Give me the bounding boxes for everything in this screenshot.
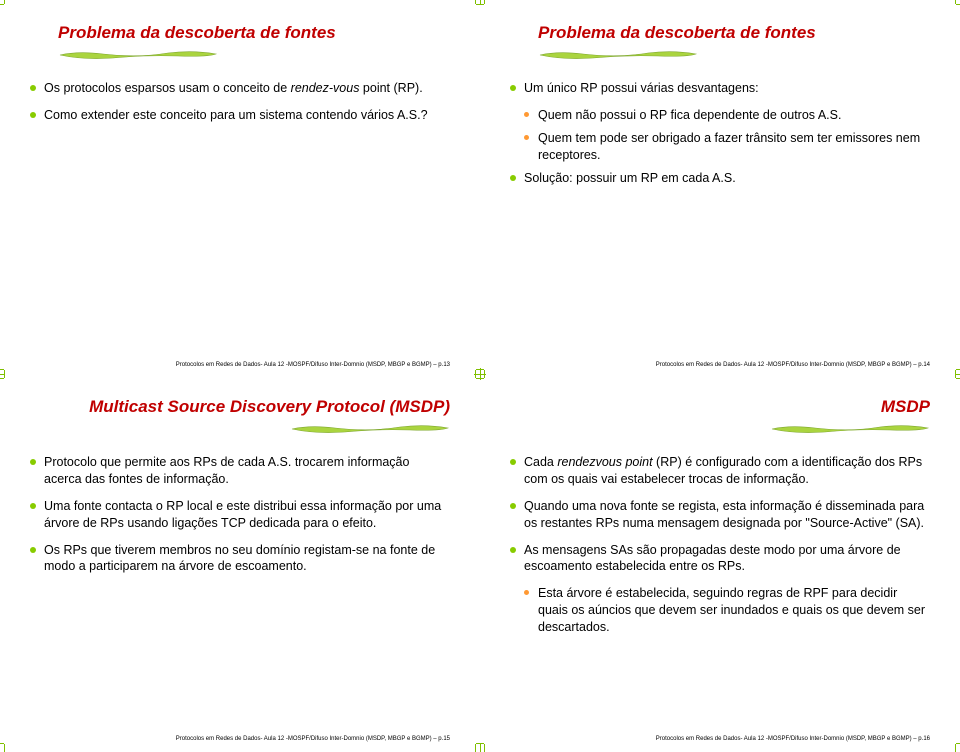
crop-mark-br xyxy=(946,360,956,370)
slide-body: Um único RP possui várias desvantagens: Q… xyxy=(510,80,930,186)
title-block: Problema da descoberta de fontes xyxy=(58,22,450,60)
center-crop-mark xyxy=(474,368,486,380)
crop-mid-left xyxy=(0,374,4,375)
slide-4: MSDP Cada rendezvous point (RP) é config… xyxy=(480,374,960,748)
crop-mark-tl xyxy=(484,4,494,14)
bullet-level-2: Esta árvore é estabelecida, seguindo reg… xyxy=(510,585,930,636)
bullet-level-1: Como extender este conceito para um sist… xyxy=(30,107,450,124)
crop-mark-bl xyxy=(4,734,14,744)
bullet-level-1: Cada rendezvous point (RP) é configurado… xyxy=(510,454,930,488)
bullet-level-2: Quem tem pode ser obrigado a fazer trâns… xyxy=(510,130,930,164)
title-block: Multicast Source Discovery Protocol (MSD… xyxy=(58,396,450,434)
slide-2: Problema da descoberta de fontes Um únic… xyxy=(480,0,960,374)
title-block: Problema da descoberta de fontes xyxy=(538,22,930,60)
slide-title: Problema da descoberta de fontes xyxy=(538,22,930,44)
title-underline xyxy=(538,50,698,60)
title-block: MSDP xyxy=(538,396,930,434)
crop-mark-tr xyxy=(946,4,956,14)
slide-title: MSDP xyxy=(538,396,930,418)
slide-body: Cada rendezvous point (RP) é configurado… xyxy=(510,454,930,636)
crop-mark-br xyxy=(946,734,956,744)
crop-mid-top xyxy=(480,0,481,4)
slide-3: Multicast Source Discovery Protocol (MSD… xyxy=(0,374,480,748)
title-underline xyxy=(290,424,450,434)
bullet-level-1: Os RPs que tiverem membros no seu domíni… xyxy=(30,542,450,576)
crop-mark-br xyxy=(466,734,476,744)
bullet-level-1: Protocolo que permite aos RPs de cada A.… xyxy=(30,454,450,488)
slide-footer: Protocolos em Redes de Dados- Aula 12 -M… xyxy=(176,362,450,368)
crop-mark-tl xyxy=(4,378,14,388)
slide-title: Multicast Source Discovery Protocol (MSD… xyxy=(58,396,450,418)
bullet-level-1: Um único RP possui várias desvantagens: xyxy=(510,80,930,97)
title-underline xyxy=(770,424,930,434)
bullet-level-1: Os protocolos esparsos usam o conceito d… xyxy=(30,80,450,97)
slide-footer: Protocolos em Redes de Dados- Aula 12 -M… xyxy=(656,736,930,742)
bullet-level-2: Quem não possui o RP fica dependente de … xyxy=(510,107,930,124)
bullet-level-1: As mensagens SAs são propagadas deste mo… xyxy=(510,542,930,576)
crop-mark-tr xyxy=(946,378,956,388)
title-underline xyxy=(58,50,218,60)
bullet-level-1: Quando uma nova fonte se regista, esta i… xyxy=(510,498,930,532)
crop-mid-right xyxy=(956,374,960,375)
crop-mark-bl xyxy=(4,360,14,370)
slide-body: Os protocolos esparsos usam o conceito d… xyxy=(30,80,450,124)
crop-mark-bl xyxy=(484,734,494,744)
slide-title: Problema da descoberta de fontes xyxy=(58,22,450,44)
slide-1: Problema da descoberta de fontes Os prot… xyxy=(0,0,480,374)
bullet-level-1: Solução: possuir um RP em cada A.S. xyxy=(510,170,930,187)
slide-body: Protocolo que permite aos RPs de cada A.… xyxy=(30,454,450,575)
slide-footer: Protocolos em Redes de Dados- Aula 12 -M… xyxy=(176,736,450,742)
bullet-level-1: Uma fonte contacta o RP local e este dis… xyxy=(30,498,450,532)
crop-mid-bottom xyxy=(480,744,481,752)
crop-mark-tr xyxy=(466,4,476,14)
crop-mark-tl xyxy=(4,4,14,14)
slide-footer: Protocolos em Redes de Dados- Aula 12 -M… xyxy=(656,362,930,368)
